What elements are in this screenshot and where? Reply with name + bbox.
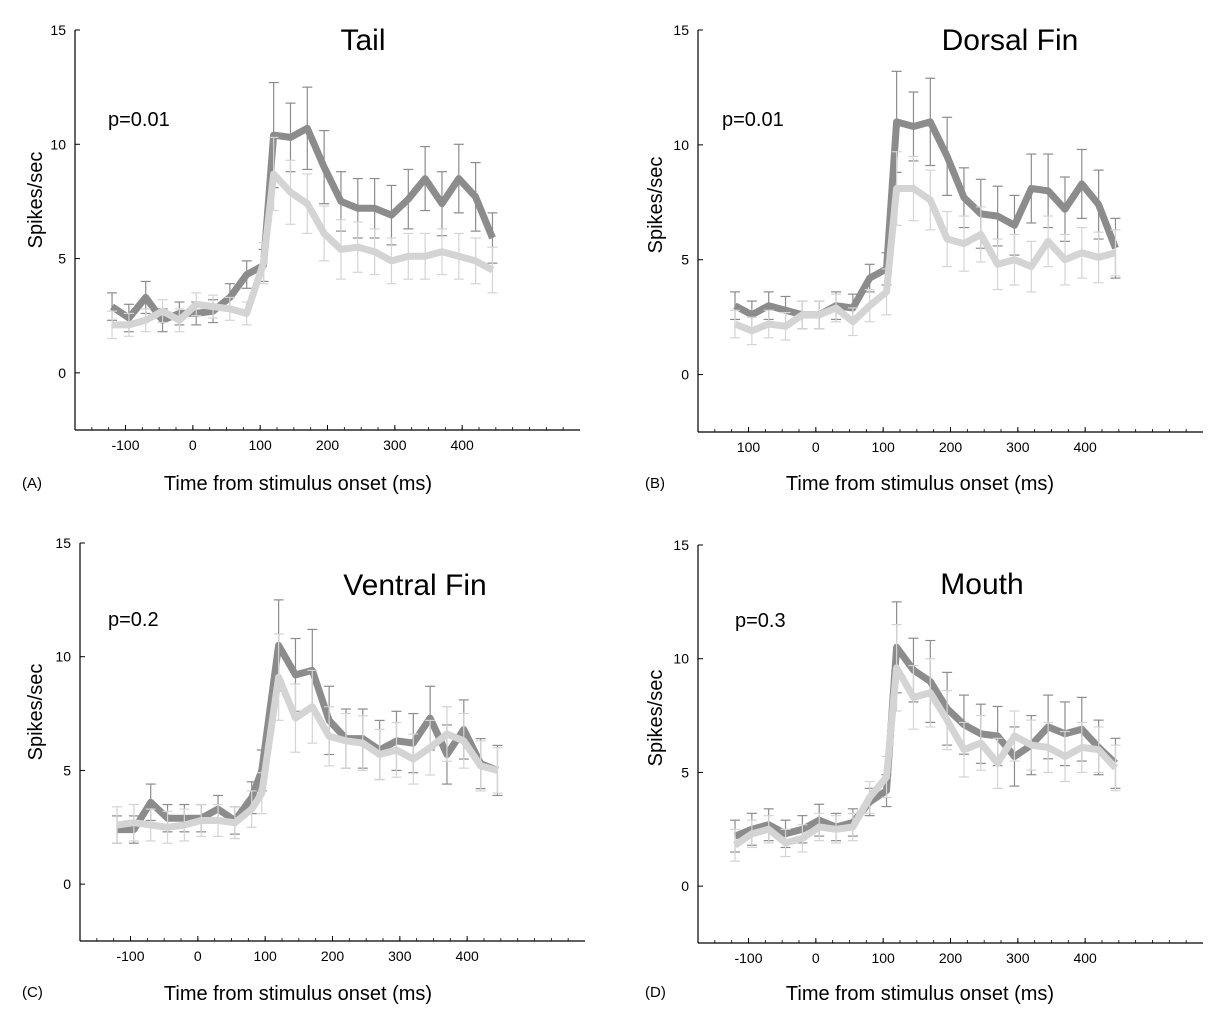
series-light: [730, 623, 1121, 862]
x-tick-label: 300: [1006, 950, 1030, 966]
x-tick-label: 200: [316, 437, 340, 453]
p-value-annotation: p=0.01: [722, 109, 784, 131]
panel-label: (B): [645, 475, 665, 492]
x-tick-label: 200: [321, 948, 345, 964]
x-tick-label: 300: [383, 437, 407, 453]
x-tick-label: 400: [455, 948, 479, 964]
series-dark: [730, 601, 1121, 853]
x-tick-label: -100: [734, 950, 762, 966]
series-light: [112, 633, 503, 844]
y-tick-label: 10: [673, 137, 689, 153]
chart-title: Dorsal Fin: [942, 24, 1079, 57]
x-axis-label: Time from stimulus onset (ms): [164, 983, 432, 1005]
x-tick-label: 400: [1073, 439, 1097, 455]
y-tick-label: 0: [58, 365, 66, 381]
x-tick-label: -100: [111, 437, 139, 453]
chart-title: Tail: [340, 24, 385, 57]
x-tick-label: 400: [450, 437, 474, 453]
series-line: [110, 124, 496, 324]
x-tick-label: 0: [194, 948, 202, 964]
x-tick-label: 100: [248, 437, 272, 453]
y-tick-label: 5: [681, 252, 689, 268]
x-tick-label: 100: [253, 948, 277, 964]
y-tick-label: 10: [55, 649, 71, 665]
x-tick-label: 0: [812, 950, 820, 966]
series-line: [116, 673, 499, 831]
p-value-annotation: p=0.01: [108, 109, 170, 131]
x-tick-label: 300: [388, 948, 412, 964]
series-line: [733, 118, 1119, 319]
y-axis-label: Spikes/sec: [645, 157, 667, 254]
x-tick-label: 100: [871, 439, 895, 455]
y-tick-label: 5: [681, 764, 689, 780]
series-line: [117, 641, 499, 834]
series-line: [733, 664, 1119, 849]
chart-panel-d: 0 5 10 15 -100 0 100 200 300 400 Mouth p=0.3 Time fr…: [645, 537, 1203, 1005]
x-tick-label: 200: [939, 439, 963, 455]
x-tick-label: 300: [1006, 439, 1030, 455]
series-line: [733, 185, 1117, 335]
x-tick-label: 400: [1073, 950, 1097, 966]
x-tick-label: -100: [116, 948, 144, 964]
series-dark: [112, 599, 503, 844]
x-tick-label: 200: [939, 950, 963, 966]
p-value-annotation: p=0.2: [108, 609, 159, 631]
series-line: [112, 170, 495, 329]
x-axis-label: Time from stimulus onset (ms): [786, 983, 1054, 1005]
y-axis-label: Spikes/sec: [645, 670, 667, 767]
y-tick-label: 5: [63, 762, 71, 778]
x-tick-label: 100: [871, 950, 895, 966]
y-tick-label: 5: [58, 251, 66, 267]
chart-title: Ventral Fin: [343, 569, 486, 602]
series-light: [730, 151, 1121, 346]
p-value-annotation: p=0.3: [735, 610, 786, 632]
x-axis-label: Time from stimulus onset (ms): [164, 473, 432, 495]
y-tick-label: 0: [681, 878, 689, 894]
y-tick-label: 0: [681, 367, 689, 383]
panel-label: (D): [645, 984, 666, 1001]
y-tick-label: 0: [63, 876, 71, 892]
y-tick-label: 10: [50, 136, 66, 152]
panel-label: (C): [22, 984, 43, 1001]
x-axis-label: Time from stimulus onset (ms): [786, 473, 1054, 495]
chart-panel-b: 0 5 10 15 100 0 100 200 300 400 Dorsal Fin p=0.01 Ti…: [645, 22, 1203, 495]
series-line: [733, 643, 1118, 840]
series-light: [107, 136, 498, 340]
y-tick-label: 15: [55, 535, 71, 551]
y-tick-label: 15: [50, 22, 66, 38]
y-tick-label: 15: [673, 22, 689, 38]
x-tick-label: 0: [189, 437, 197, 453]
x-tick-label: 100: [737, 439, 761, 455]
y-axis-label: Spikes/sec: [25, 152, 47, 249]
panel-label: (A): [22, 475, 42, 492]
chart-panel-c: 0 5 10 15 -100 0 100 200 300 400 Ventral Fin p=0.2 T…: [22, 535, 585, 1005]
chart-title: Mouth: [940, 568, 1023, 601]
x-tick-label: 0: [812, 439, 820, 455]
y-tick-label: 10: [673, 651, 689, 667]
chart-panel-a: 0 5 10 15 -100 0 100 200 300 400 Tail p=0.01 Time fr…: [22, 22, 580, 495]
y-tick-label: 15: [673, 537, 689, 553]
y-axis-label: Spikes/sec: [25, 664, 47, 761]
